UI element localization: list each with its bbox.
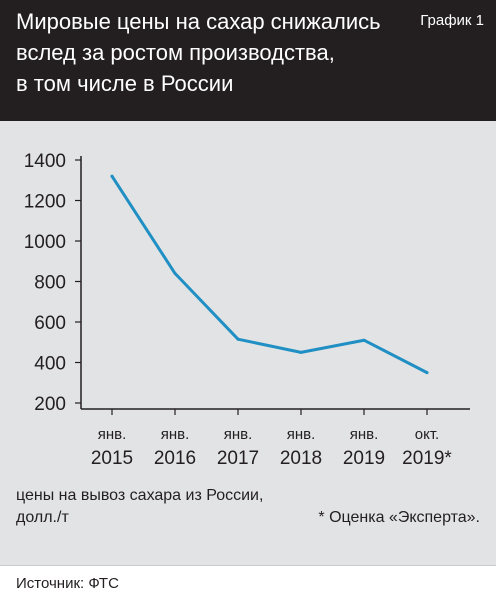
x-tick-label-month: янв. [224,426,253,443]
x-tick-label-year: 2019 [343,448,385,469]
x-tick-label-month: янв. [161,426,190,443]
estimate-note: * Оценка «Эксперта». [318,509,480,526]
y-unit-label-line-1: цены на вывоз сахара из России, [16,487,264,504]
data-point [362,338,366,342]
data-point [299,350,303,354]
x-tick-label-month: янв. [350,426,379,443]
line-chart: 200 400 600 800 1000 1200 1400 янв. 2015 янв. 2016… [24,151,470,469]
data-point [173,271,177,275]
data-point [110,174,114,178]
x-tick-label-month: янв. [98,426,127,443]
chart-title-line-3: в том числе в России [16,71,234,96]
x-tick-label-year: 2017 [217,448,259,469]
chart-title-line-1: Мировые цены на сахар снижались [16,9,381,34]
x-tick-label-month: окт. [415,426,439,443]
x-tick-label-year: 2015 [91,448,133,469]
y-tick-label: 600 [34,313,66,334]
y-tick-label: 1000 [24,232,66,253]
x-tick-label-month: янв. [287,426,316,443]
chart-title-line-2: вслед за ростом производства, [16,40,335,65]
x-tick-label-year: 2019* [402,448,452,469]
price-series-line [110,174,429,375]
y-tick-label: 1200 [24,192,66,213]
y-tick-label: 200 [34,394,66,415]
chart-number-badge: График 1 [420,12,484,29]
y-unit-label-line-2: долл./т [16,509,69,526]
y-tick-label: 400 [34,354,66,375]
data-point [236,337,240,341]
source-bar: Источник: ФТС [0,565,496,601]
chart-panel [0,121,496,565]
x-tick-label-year: 2016 [154,448,196,469]
y-tick-label: 800 [34,273,66,294]
x-tick-label-year: 2018 [280,448,322,469]
y-tick-label: 1400 [24,151,66,172]
data-point [425,371,429,375]
chart-header: Мировые цены на сахар снижались вслед за… [0,0,496,121]
source-text: Источник: ФТС [16,575,119,592]
